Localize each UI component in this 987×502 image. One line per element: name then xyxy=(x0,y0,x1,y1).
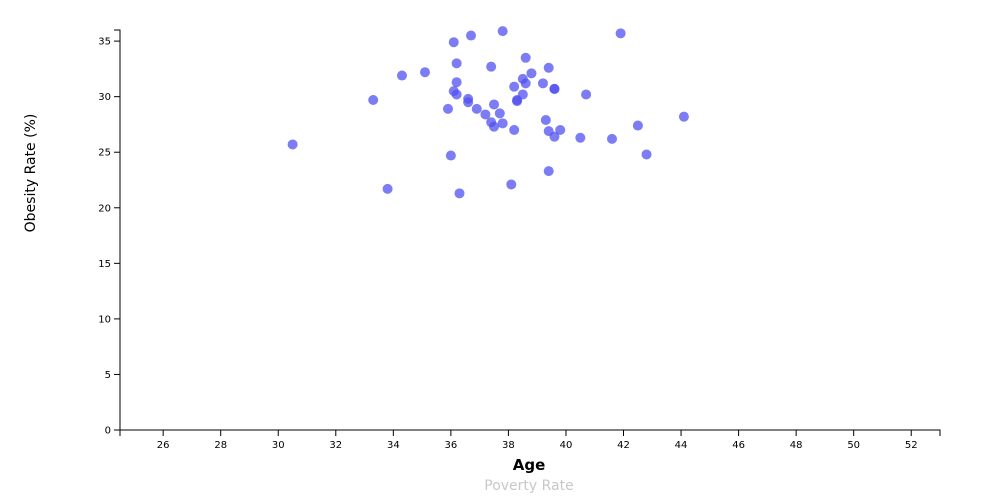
x-tick-label: 42 xyxy=(617,440,630,451)
data-point[interactable] xyxy=(396,70,407,81)
y-tick-label: 10 xyxy=(98,314,111,325)
data-point[interactable] xyxy=(489,99,500,110)
data-point[interactable] xyxy=(448,37,459,48)
data-point[interactable] xyxy=(678,111,689,122)
x-tick-label: 38 xyxy=(502,440,515,451)
y-tick-label: 15 xyxy=(98,259,111,270)
data-point[interactable] xyxy=(537,78,548,89)
y-tick: 35 xyxy=(98,37,120,48)
y-tick: 30 xyxy=(98,92,120,103)
data-point[interactable] xyxy=(549,83,560,94)
data-point[interactable] xyxy=(509,125,520,135)
data-point[interactable] xyxy=(607,133,617,144)
y-tick-label: 25 xyxy=(98,148,111,159)
data-point[interactable] xyxy=(489,121,500,132)
data-point[interactable] xyxy=(463,97,474,108)
data-point[interactable] xyxy=(632,120,643,131)
x-tick-label: 48 xyxy=(790,440,803,451)
x-tick: 46 xyxy=(732,430,745,451)
y-tick-label: 30 xyxy=(98,92,111,103)
x-tick-label: 40 xyxy=(560,440,573,451)
x-tick: 48 xyxy=(790,430,803,451)
data-point[interactable] xyxy=(549,131,560,142)
x-tick-label: 52 xyxy=(905,440,918,451)
y-tick-label: 5 xyxy=(105,370,111,381)
x-tick: 40 xyxy=(560,430,573,451)
x-tick: 44 xyxy=(675,430,688,451)
x-tick: 30 xyxy=(272,430,285,451)
data-point[interactable] xyxy=(526,68,537,79)
data-point[interactable] xyxy=(486,61,497,72)
x-tick-label: 26 xyxy=(157,440,170,451)
data-point[interactable] xyxy=(615,28,626,39)
y-tick: 25 xyxy=(98,148,120,159)
data-point[interactable] xyxy=(471,103,482,114)
data-points xyxy=(287,26,689,199)
x-tick-label: 36 xyxy=(445,440,458,451)
x-axis: 26 28 30 32 34 36 38 40 42 44 46 48 50 52 xyxy=(119,429,941,451)
data-point[interactable] xyxy=(543,62,554,73)
x-tick: 26 xyxy=(157,430,170,451)
data-point[interactable] xyxy=(520,52,531,63)
y-axis-label[interactable]: Obesity Rate (%) xyxy=(23,114,39,233)
data-point[interactable] xyxy=(497,26,508,37)
x-tick-label: 44 xyxy=(675,440,688,451)
data-point[interactable] xyxy=(517,89,528,100)
data-point[interactable] xyxy=(641,149,652,160)
y-tick: 0 xyxy=(105,426,120,437)
data-point[interactable] xyxy=(543,166,554,177)
x-axis-label-age[interactable]: Age xyxy=(513,456,546,474)
x-tick: 52 xyxy=(905,430,918,451)
y-tick: 15 xyxy=(98,259,120,270)
y-tick: 5 xyxy=(105,370,120,381)
data-point[interactable] xyxy=(509,81,520,92)
data-point[interactable] xyxy=(540,115,551,125)
x-tick: 50 xyxy=(847,430,860,451)
data-point[interactable] xyxy=(555,125,566,135)
data-point[interactable] xyxy=(454,188,465,199)
data-point[interactable] xyxy=(451,89,462,100)
x-tick: 38 xyxy=(502,430,515,451)
x-tick-label: 28 xyxy=(214,440,227,451)
data-point[interactable] xyxy=(451,77,462,88)
x-tick-label: 30 xyxy=(272,440,285,451)
data-point[interactable] xyxy=(287,139,298,150)
data-point[interactable] xyxy=(506,179,517,190)
y-tick-label: 35 xyxy=(98,37,111,48)
data-point[interactable] xyxy=(445,150,456,161)
y-axis: 0 5 10 15 20 25 30 35 xyxy=(98,29,121,437)
data-point[interactable] xyxy=(382,183,393,194)
data-point[interactable] xyxy=(451,58,462,69)
y-tick: 20 xyxy=(98,203,120,214)
x-tick-label: 32 xyxy=(329,440,342,451)
data-point[interactable] xyxy=(443,103,453,114)
data-point[interactable] xyxy=(520,78,531,89)
y-axis-line xyxy=(114,29,121,431)
data-point[interactable] xyxy=(368,95,379,105)
x-tick-label: 50 xyxy=(847,440,860,451)
x-axis-line xyxy=(119,429,941,436)
data-point[interactable] xyxy=(581,89,592,100)
x-tick: 28 xyxy=(214,430,227,451)
data-point[interactable] xyxy=(497,118,508,129)
x-tick: 32 xyxy=(329,430,342,451)
data-point[interactable] xyxy=(466,30,477,41)
y-tick: 10 xyxy=(98,314,120,325)
x-tick: 36 xyxy=(445,430,458,451)
x-tick-label: 46 xyxy=(732,440,745,451)
data-point[interactable] xyxy=(494,108,505,119)
y-tick-label: 20 xyxy=(98,203,111,214)
x-axis-label-poverty-rate[interactable]: Poverty Rate xyxy=(484,478,574,494)
x-tick: 42 xyxy=(617,430,630,451)
data-point[interactable] xyxy=(480,109,491,120)
data-point[interactable] xyxy=(575,132,586,143)
x-tick: 34 xyxy=(387,430,400,451)
data-point[interactable] xyxy=(419,67,430,78)
x-tick-label: 34 xyxy=(387,440,400,451)
y-tick-label: 0 xyxy=(105,426,111,437)
